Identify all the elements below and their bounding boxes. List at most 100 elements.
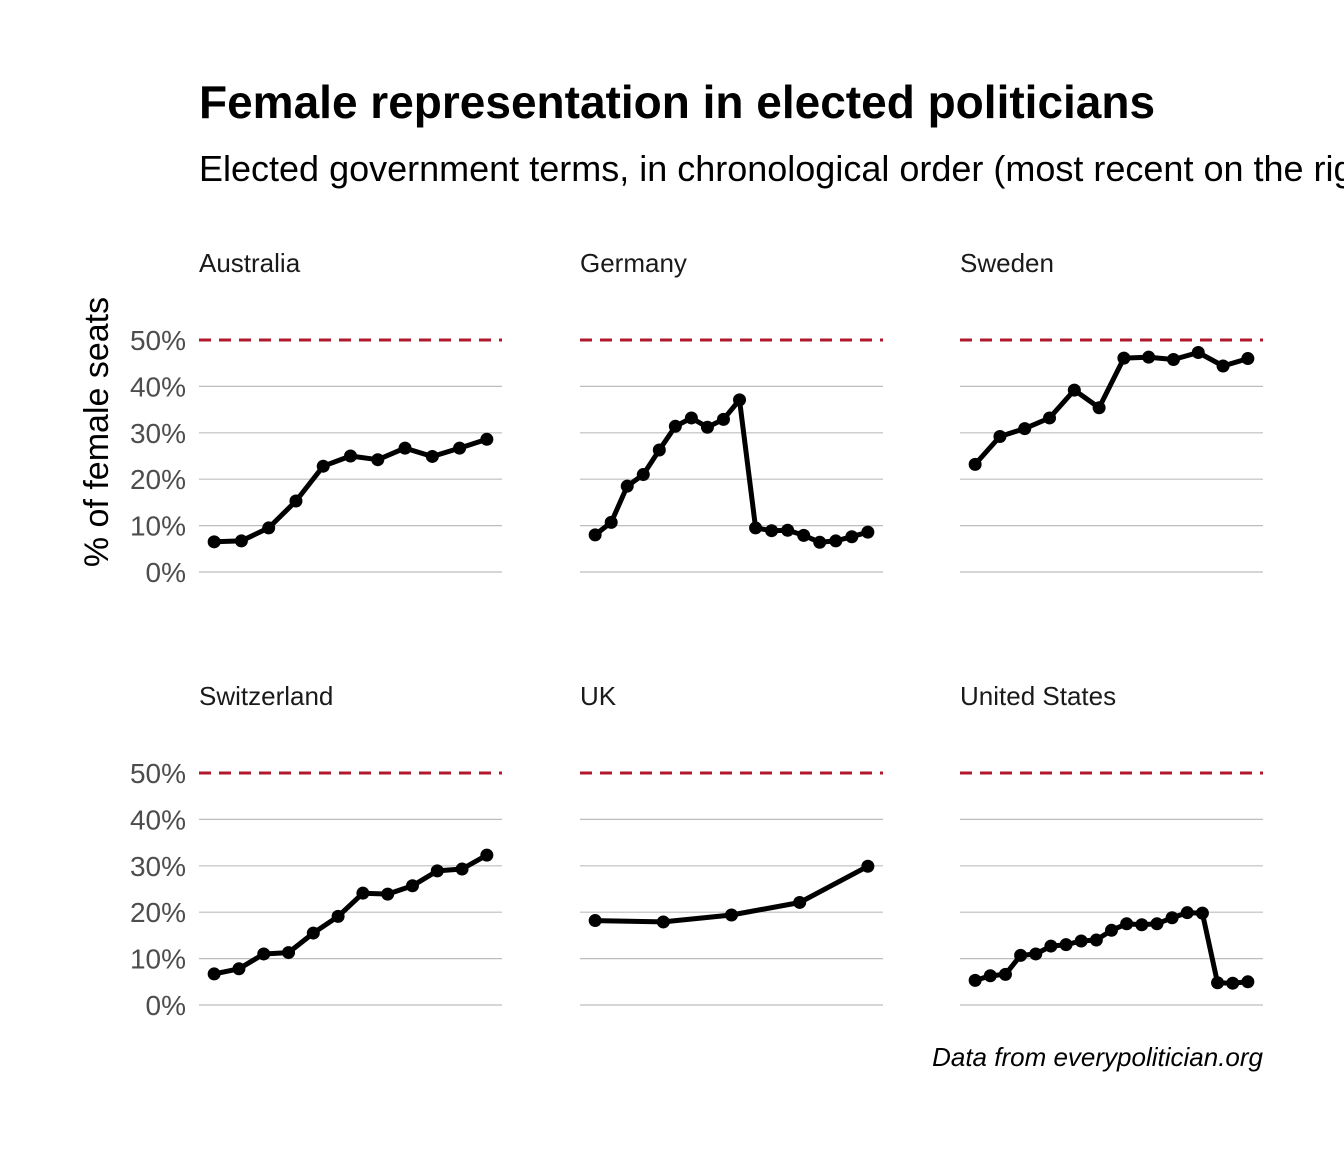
- data-point: [480, 432, 494, 446]
- data-point: [656, 915, 670, 929]
- data-point: [1018, 422, 1032, 436]
- panel-germany: Germany: [580, 248, 883, 573]
- data-source-caption: Data from everypolitician.org: [932, 1042, 1263, 1072]
- data-point: [700, 420, 714, 434]
- data-point: [480, 848, 494, 862]
- data-point: [1142, 350, 1156, 364]
- data-point: [1165, 911, 1179, 925]
- y-tick-label: 10%: [130, 511, 186, 542]
- panel-title: Australia: [199, 248, 301, 278]
- y-tick-label: 0%: [146, 990, 186, 1021]
- data-point: [998, 967, 1012, 981]
- data-point: [1117, 351, 1131, 365]
- data-point: [716, 412, 730, 426]
- panel-title: Germany: [580, 248, 687, 278]
- data-point: [425, 449, 439, 463]
- data-point: [652, 443, 666, 457]
- data-point: [1014, 948, 1028, 962]
- data-point: [257, 947, 271, 961]
- series-line: [592, 397, 871, 545]
- data-point: [453, 441, 467, 455]
- data-point: [861, 525, 875, 539]
- panel-title: Switzerland: [199, 681, 333, 711]
- data-point: [282, 946, 296, 960]
- panel-switzerland: Switzerland 0% 10% 20% 30% 40% 50%: [130, 681, 502, 1021]
- data-point: [993, 430, 1007, 444]
- data-point: [234, 534, 248, 548]
- data-point: [829, 534, 843, 548]
- data-point: [1044, 939, 1058, 953]
- data-point: [232, 962, 246, 976]
- data-point: [207, 535, 221, 549]
- data-point: [1092, 401, 1106, 415]
- data-point: [1135, 918, 1149, 932]
- data-point: [430, 864, 444, 878]
- data-point: [968, 973, 982, 987]
- panel-uk: UK: [580, 681, 883, 1006]
- y-tick-label: 20%: [130, 464, 186, 495]
- data-point: [1029, 947, 1043, 961]
- data-point: [1105, 923, 1118, 937]
- data-point: [793, 895, 807, 909]
- series-line: [211, 852, 490, 977]
- panel-title: UK: [580, 681, 617, 711]
- panel-australia: Australia 0% 10% 20% 30% 40% 50%: [130, 248, 502, 588]
- data-point: [604, 515, 618, 529]
- data-point: [845, 530, 859, 544]
- y-tick-label: 50%: [130, 325, 186, 356]
- data-point: [1150, 917, 1164, 931]
- data-point: [289, 494, 303, 508]
- data-point: [861, 859, 875, 873]
- data-point: [262, 521, 276, 535]
- data-point: [1089, 933, 1103, 947]
- data-point: [1120, 917, 1134, 931]
- data-point: [405, 879, 419, 893]
- data-point: [398, 441, 412, 455]
- data-point: [797, 528, 811, 542]
- data-point: [1226, 976, 1240, 990]
- data-point: [684, 411, 698, 425]
- y-axis-label: % of female seats: [78, 297, 116, 567]
- y-tick-label: 30%: [130, 851, 186, 882]
- facet-panels: Australia 0% 10% 20% 30% 40% 50% Germany Sweden S…: [130, 248, 1263, 1021]
- y-tick-label: 20%: [130, 897, 186, 928]
- data-point: [1166, 352, 1180, 366]
- data-point: [207, 967, 221, 981]
- data-point: [749, 521, 763, 535]
- data-point: [620, 479, 634, 493]
- data-point: [725, 908, 738, 922]
- data-point: [733, 393, 747, 407]
- data-point: [1211, 976, 1225, 990]
- panel-title: United States: [960, 681, 1116, 711]
- data-point: [813, 535, 827, 549]
- data-point: [765, 524, 779, 538]
- data-point: [1195, 906, 1209, 920]
- data-point: [306, 926, 320, 940]
- data-point: [781, 523, 795, 537]
- data-point: [1191, 346, 1205, 360]
- data-point: [1216, 359, 1230, 373]
- data-point: [371, 453, 385, 467]
- data-point: [331, 909, 345, 923]
- panel-title: Sweden: [960, 248, 1054, 278]
- y-tick-label: 10%: [130, 944, 186, 975]
- data-point: [356, 886, 370, 900]
- series-line: [972, 350, 1251, 467]
- data-point: [1043, 411, 1057, 425]
- data-point: [668, 419, 682, 433]
- data-point: [381, 887, 395, 901]
- data-point: [1074, 934, 1088, 948]
- data-point: [1067, 383, 1081, 397]
- series-line: [972, 910, 1251, 986]
- y-tick-label: 40%: [130, 804, 186, 835]
- data-point: [1241, 975, 1255, 989]
- data-point: [316, 459, 330, 473]
- data-point: [588, 528, 602, 542]
- data-point: [455, 862, 469, 876]
- data-point: [636, 468, 650, 482]
- data-point: [968, 457, 982, 471]
- y-tick-label: 0%: [146, 557, 186, 588]
- y-tick-label: 40%: [130, 371, 186, 402]
- data-point: [344, 449, 357, 463]
